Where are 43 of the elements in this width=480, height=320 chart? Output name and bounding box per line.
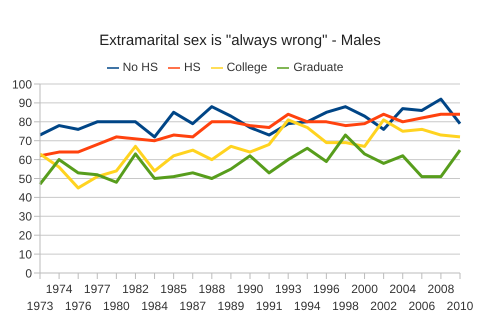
legend-label: Graduate [293, 60, 344, 74]
x-tick-label: 2000 [351, 282, 378, 296]
y-tick-label: 0 [25, 266, 32, 280]
x-tick-label: 1980 [103, 299, 130, 313]
x-tick-label: 1996 [313, 282, 340, 296]
line-series [38, 134, 462, 186]
x-tick-label: 2006 [408, 299, 436, 313]
x-tick-label: 1991 [256, 299, 283, 313]
x-tick-label: 1993 [274, 282, 302, 296]
y-tick-label: 100 [12, 77, 32, 92]
y-tick-label: 60 [18, 152, 32, 167]
chart-title: Extramarital sex is "always wrong" - Males [98, 32, 382, 49]
y-tick-label: 40 [18, 190, 32, 205]
x-tick-label: 1985 [160, 282, 188, 296]
y-tick-label: 70 [18, 134, 32, 148]
y-tick-label: 20 [18, 228, 32, 242]
x-tick-label: 2008 [428, 282, 455, 296]
y-tick-label: 80 [18, 115, 32, 130]
y-tick-label: 10 [18, 247, 32, 262]
line-series [38, 118, 462, 190]
x-tick-label: 1984 [141, 299, 168, 313]
y-tick-label: 90 [18, 96, 32, 110]
legend-label: College [226, 60, 268, 74]
y-tick-label: 50 [18, 172, 32, 186]
x-tick-label: 1989 [218, 299, 245, 313]
legend-label: No HS [122, 60, 158, 74]
x-tick-label: 1988 [198, 282, 226, 296]
x-tick-label: 1990 [236, 282, 264, 296]
line-series [38, 112, 462, 158]
y-tick-label: 30 [18, 210, 32, 224]
x-tick-label: 1976 [64, 299, 92, 313]
x-tick-label: 2002 [370, 299, 398, 313]
x-tick-label: 1994 [294, 299, 321, 313]
legend-label: HS [184, 60, 201, 74]
line-series [38, 98, 462, 138]
x-tick-label: 1987 [179, 299, 206, 313]
x-tick-label: 1974 [46, 282, 73, 296]
x-tick-label: 1998 [332, 299, 360, 313]
x-tick-label: 2010 [446, 299, 474, 313]
x-tick-label: 1973 [26, 299, 54, 313]
x-tick-label: 2004 [389, 282, 416, 296]
x-tick-label: 1977 [84, 282, 111, 296]
x-tick-label: 1982 [122, 282, 150, 296]
